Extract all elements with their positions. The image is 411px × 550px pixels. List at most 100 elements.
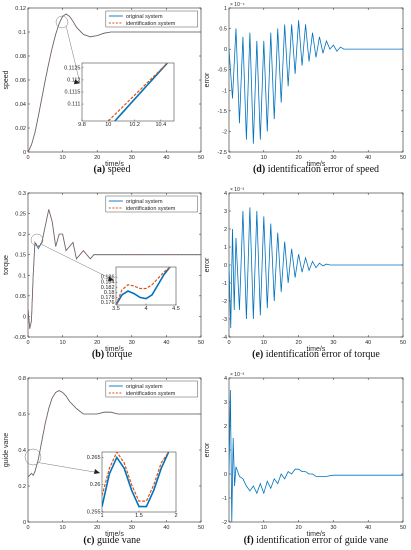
inset-series-group — [102, 452, 170, 508]
y-tick-label: 0 — [224, 47, 227, 53]
y-axis-multiplier: × 10⁻³ — [230, 187, 245, 193]
legend-label-1: original system — [126, 14, 163, 20]
y-tick-label: 4 — [224, 191, 227, 197]
y-tick-label: 0.1 — [18, 30, 26, 36]
y-tick-label: 0 — [23, 520, 26, 526]
series-group — [229, 207, 403, 329]
x-axis-label: time/s — [307, 346, 326, 353]
y-tick-label: 0.05 — [15, 294, 26, 300]
inset-y-tick-label: 0.255 — [87, 510, 101, 516]
inset-y-tick-label: 0.265 — [87, 455, 101, 461]
zoom-arrowhead — [74, 79, 80, 85]
zoom-arrowhead — [94, 469, 100, 474]
inset-y-tick-label: 0.1115 — [64, 90, 80, 96]
y-tick-label: 0.15 — [15, 253, 26, 259]
x-tick-label: 20 — [94, 340, 100, 346]
y-tick-label: -1 — [222, 496, 227, 502]
zoom-arrow — [65, 26, 81, 84]
x-tick-label: 30 — [330, 525, 336, 531]
y-tick-label: -0.5 — [218, 68, 227, 74]
caption-letter: (f) — [244, 535, 254, 546]
y-tick-label: 0.08 — [15, 54, 26, 60]
x-tick-label: 10 — [261, 155, 267, 161]
x-tick-label: 10 — [60, 525, 66, 531]
zoom-arrowhead — [108, 276, 114, 282]
y-tick-label: -2 — [222, 129, 227, 135]
series-line-2 — [28, 13, 201, 152]
y-tick-label: 0.1 — [18, 273, 26, 279]
inset-x-tick-label: 1.5 — [135, 513, 143, 519]
y-axis-label: speed — [3, 70, 10, 89]
y-tick-label: -0.05 — [13, 335, 26, 341]
y-tick-label: -1 — [222, 88, 227, 94]
y-tick-label: 0.02 — [15, 126, 26, 132]
legend-label-2: identification system — [126, 391, 176, 397]
legend-box — [105, 380, 198, 398]
y-axis-multiplier: × 10⁻⁴ — [230, 2, 245, 8]
inset-series-line-1 — [102, 452, 170, 508]
caption: (b) torque — [92, 349, 133, 360]
caption-text: identification error of torque — [263, 349, 380, 360]
y-tick-label: 0.2 — [18, 232, 26, 238]
y-tick-label: 0.3 — [18, 191, 26, 197]
y-tick-label: 0.04 — [15, 102, 26, 108]
x-tick-label: 50 — [400, 340, 406, 346]
inset-x-tick-label: 3.5 — [112, 306, 120, 312]
y-tick-label: 0 — [23, 314, 26, 320]
y-axis-label: torque — [3, 255, 10, 275]
caption-text: identification error of speed — [265, 164, 379, 175]
x-tick-label: 0 — [227, 340, 230, 346]
series-group — [229, 20, 403, 144]
legend-box — [105, 195, 198, 213]
x-tick-label: 50 — [198, 340, 204, 346]
inset-zoom: 9.8 10 10.2 10.4 0.111 0.1115 0.112 0.1125 — [55, 15, 175, 128]
x-tick-label: 30 — [129, 340, 135, 346]
x-axis-label: time/s — [105, 161, 124, 168]
inset-y-tick-label: 0.184 — [101, 280, 115, 286]
plot-area — [27, 192, 202, 338]
x-axis-label: time/s — [105, 346, 124, 353]
y-tick-label: 0 — [23, 150, 26, 156]
inset-series-line-2 — [102, 452, 170, 502]
inset-y-tick-label: 0.26 — [90, 482, 101, 488]
inset-x-tick-label: 10 — [105, 122, 111, 128]
x-axis-label: time/s — [105, 531, 124, 538]
caption-text: speed — [105, 164, 130, 175]
zoom-circle — [30, 233, 44, 247]
legend-label-1: original system — [126, 384, 163, 390]
inset-series-line-2 — [107, 63, 168, 121]
y-tick-label: -1.5 — [218, 109, 227, 115]
inset-y-tick-label: 0.176 — [101, 300, 115, 306]
x-tick-label: 0 — [26, 525, 29, 531]
x-tick-label: 20 — [296, 340, 302, 346]
x-tick-label: 40 — [163, 340, 169, 346]
inset-x-tick-label: 4.5 — [172, 306, 180, 312]
x-tick-label: 40 — [163, 525, 169, 531]
x-tick-label: 40 — [163, 155, 169, 161]
inset-x-tick-label: 9.8 — [78, 122, 86, 128]
y-tick-label: 0.5 — [219, 27, 227, 33]
y-tick-label: 0.12 — [15, 6, 26, 12]
inset-series-line-1 — [114, 63, 169, 121]
x-tick-label: 50 — [400, 525, 406, 531]
legend-label-2: identification system — [126, 206, 176, 212]
inset-y-tick-label: 0.111 — [68, 102, 81, 108]
series-group — [229, 389, 403, 522]
y-axis-label: error — [204, 257, 211, 272]
y-tick-label: 0 — [224, 263, 227, 269]
zoom-circle — [24, 448, 42, 466]
caption-letter: (c) — [83, 535, 94, 546]
caption: (c) guide vane — [83, 535, 141, 546]
y-axis-label: error — [204, 72, 211, 87]
plot-area — [228, 377, 404, 523]
x-tick-label: 40 — [365, 340, 371, 346]
inset-series-group — [107, 63, 169, 121]
panel-speed-error: 0 10 20 30 40 50 -2.5 -2 -1.5 -1 -0.5 0 0.5 1 time/s er… — [204, 2, 406, 175]
inset-series-group — [116, 267, 171, 305]
series-line-1 — [229, 207, 403, 329]
